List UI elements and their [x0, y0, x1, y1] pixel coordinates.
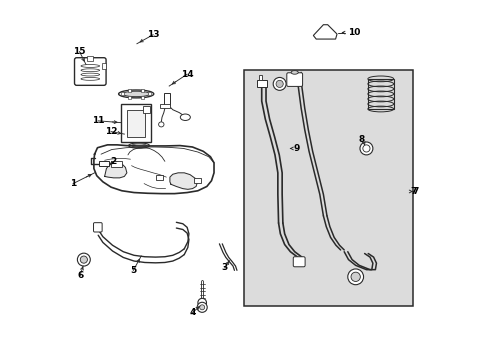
- Text: 6: 6: [77, 270, 83, 279]
- Bar: [244, 69, 412, 306]
- Circle shape: [77, 253, 90, 266]
- Bar: [143, 106, 149, 113]
- Bar: [163, 93, 170, 105]
- Bar: [141, 96, 144, 99]
- Text: 12: 12: [104, 127, 117, 136]
- Polygon shape: [169, 173, 197, 189]
- Text: 13: 13: [146, 30, 159, 39]
- Bar: [257, 80, 266, 87]
- Bar: [127, 110, 145, 137]
- Circle shape: [199, 305, 204, 310]
- Text: 10: 10: [348, 28, 360, 37]
- Text: 5: 5: [130, 266, 136, 275]
- Text: 2: 2: [110, 157, 117, 166]
- Ellipse shape: [119, 90, 153, 98]
- FancyBboxPatch shape: [93, 223, 102, 232]
- Text: 8: 8: [358, 135, 365, 144]
- Bar: [121, 104, 151, 142]
- Polygon shape: [104, 161, 126, 178]
- Text: 7: 7: [410, 187, 416, 196]
- Bar: [258, 75, 262, 80]
- Text: 1: 1: [70, 179, 76, 188]
- Bar: [160, 104, 170, 108]
- Bar: [194, 178, 201, 183]
- Text: 14: 14: [181, 70, 193, 79]
- Circle shape: [350, 272, 360, 282]
- Ellipse shape: [122, 91, 149, 96]
- Circle shape: [347, 269, 363, 285]
- Text: 3: 3: [221, 264, 227, 273]
- Circle shape: [197, 302, 207, 312]
- Bar: [367, 79, 393, 109]
- Bar: [121, 93, 124, 95]
- Circle shape: [276, 80, 283, 87]
- Bar: [155, 175, 163, 180]
- Circle shape: [359, 142, 372, 155]
- Ellipse shape: [180, 114, 190, 121]
- Text: 9: 9: [293, 144, 299, 153]
- Bar: [102, 63, 106, 69]
- Bar: [128, 96, 131, 99]
- Circle shape: [198, 298, 206, 307]
- Polygon shape: [313, 25, 336, 39]
- Circle shape: [80, 256, 87, 263]
- FancyBboxPatch shape: [286, 73, 302, 86]
- Ellipse shape: [290, 71, 298, 74]
- Bar: [141, 89, 144, 92]
- Bar: [111, 161, 122, 167]
- Bar: [99, 161, 109, 166]
- Bar: [87, 56, 93, 60]
- Ellipse shape: [158, 122, 163, 127]
- Text: 7: 7: [411, 187, 418, 196]
- Bar: [128, 89, 131, 92]
- FancyBboxPatch shape: [74, 58, 106, 85]
- Bar: [148, 93, 151, 95]
- Polygon shape: [94, 145, 214, 194]
- Text: 11: 11: [92, 116, 104, 125]
- FancyBboxPatch shape: [293, 257, 305, 267]
- Circle shape: [273, 77, 285, 90]
- Text: 4: 4: [189, 308, 195, 317]
- Text: 15: 15: [73, 47, 85, 56]
